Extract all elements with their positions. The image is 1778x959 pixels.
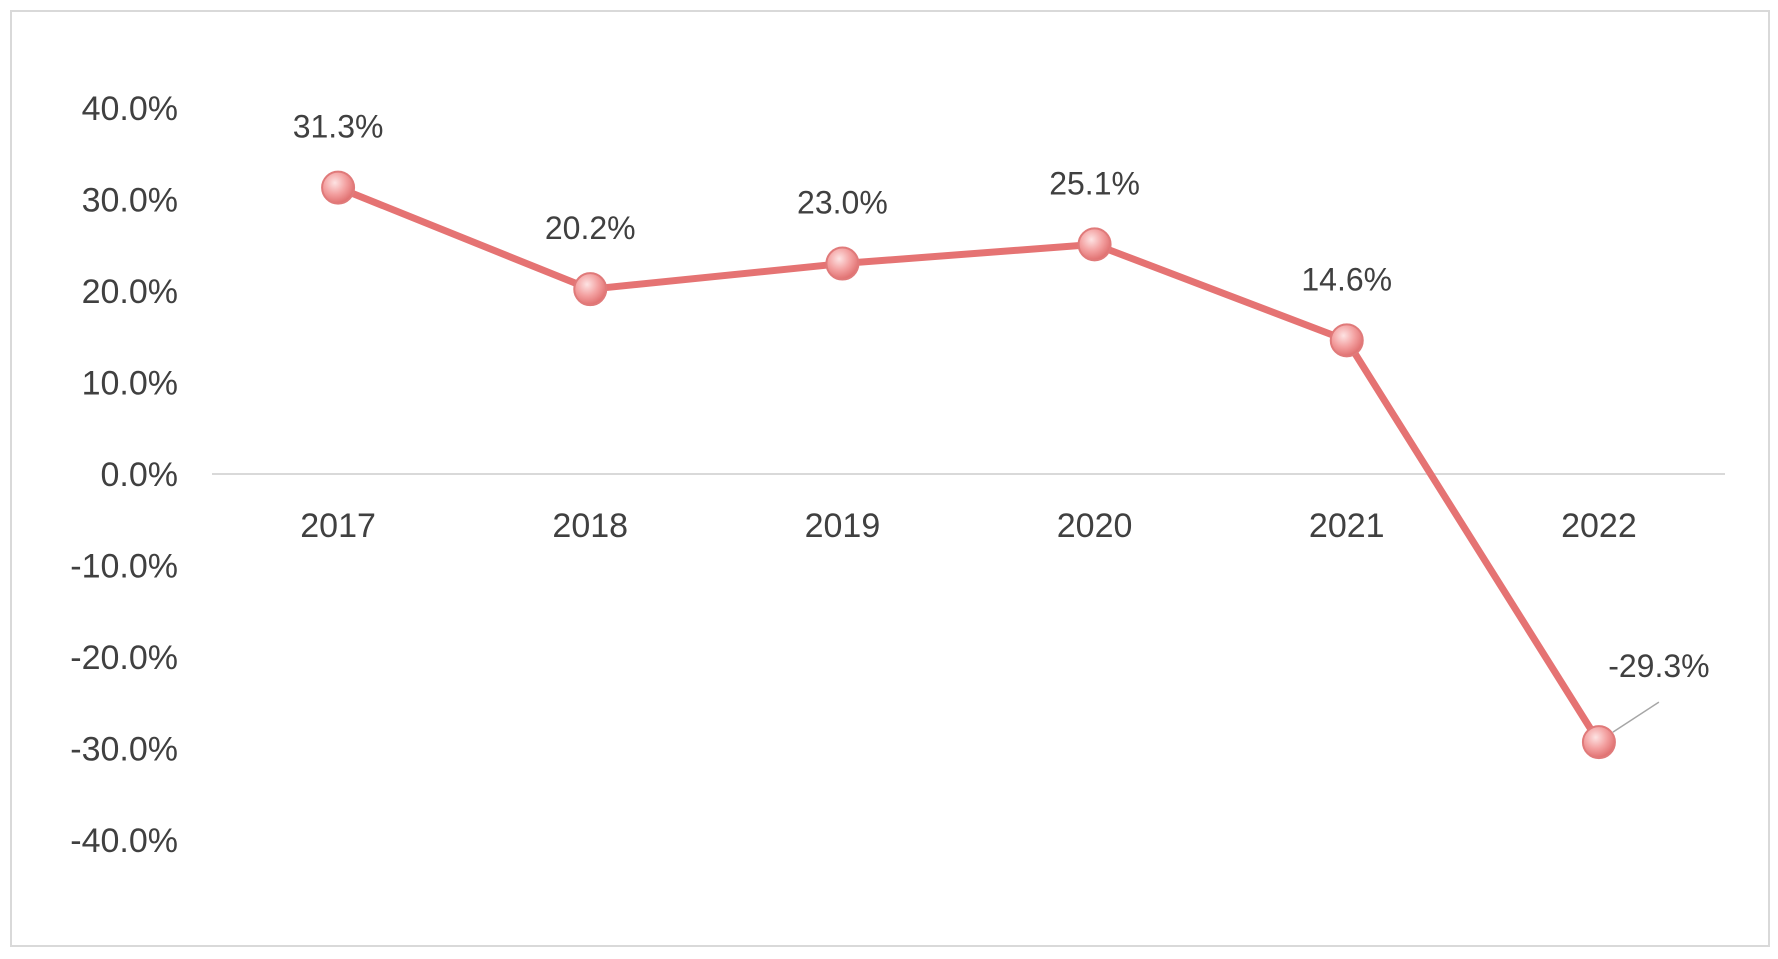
data-point-2019	[825, 246, 860, 281]
data-label-2019: 23.0%	[797, 185, 888, 221]
x-tick-label: 2020	[1057, 507, 1133, 545]
y-tick-label: 10.0%	[82, 365, 178, 403]
data-label-2017: 31.3%	[293, 109, 384, 145]
x-tick-label: 2022	[1561, 507, 1637, 545]
data-label-2020: 25.1%	[1049, 165, 1140, 201]
data-point-2022	[1581, 725, 1616, 760]
y-tick-label: -40.0%	[70, 822, 178, 860]
y-tick-label: 0.0%	[101, 456, 179, 494]
leader-line-group	[1612, 701, 1660, 733]
y-tick-label: -30.0%	[70, 731, 178, 769]
y-tick-label: -10.0%	[70, 548, 178, 586]
data-point-2018	[573, 272, 608, 307]
x-tick-label: 2017	[300, 507, 376, 545]
data-markers	[321, 170, 1616, 760]
x-axis-labels: 2017 2018 2019 2020 2021 2022	[300, 507, 1636, 545]
series-line-group	[334, 184, 1603, 746]
data-point-2021	[1329, 323, 1364, 358]
data-point-2017	[321, 170, 356, 205]
x-tick-label: 2021	[1309, 507, 1385, 545]
data-label-2022: -29.3%	[1608, 648, 1709, 684]
y-axis-labels: 40.0% 30.0% 20.0% 10.0% 0.0% -10.0% -20.0% -30.…	[70, 90, 178, 860]
series-line	[334, 184, 1603, 746]
data-point-2020	[1077, 227, 1112, 262]
y-tick-label: -20.0%	[70, 639, 178, 677]
data-label-2018: 20.2%	[545, 210, 636, 246]
y-tick-label: 30.0%	[82, 182, 178, 220]
x-tick-label: 2018	[552, 507, 628, 545]
data-labels: 31.3% 20.2% 23.0% 25.1% 14.6% -29.3%	[293, 109, 1710, 684]
y-tick-label: 20.0%	[82, 273, 178, 311]
y-tick-label: 40.0%	[82, 90, 178, 128]
leader-line	[1612, 701, 1660, 733]
x-tick-label: 2019	[805, 507, 881, 545]
chart-frame	[10, 10, 1770, 947]
data-label-2021: 14.6%	[1301, 261, 1392, 297]
